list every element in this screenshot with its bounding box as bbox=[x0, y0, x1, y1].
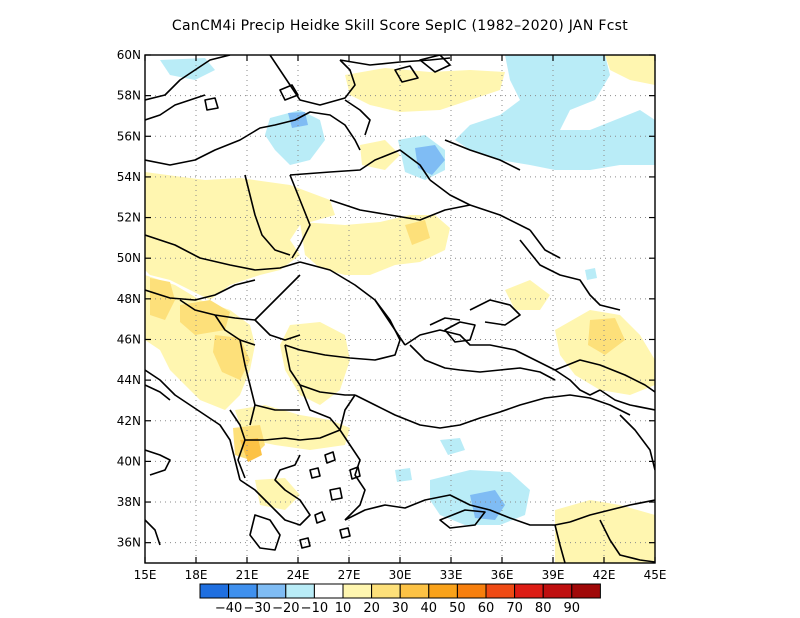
colorbar-label: 60 bbox=[478, 601, 495, 616]
y-tick-label: 42N bbox=[117, 414, 141, 428]
positive-skill-area bbox=[145, 275, 255, 410]
x-tick-label: 36E bbox=[491, 568, 514, 582]
x-tick-label: 21E bbox=[236, 568, 259, 582]
colorbar-swatch bbox=[399, 583, 430, 599]
lat-lon-grid bbox=[145, 55, 655, 563]
y-tick-label: 38N bbox=[117, 495, 141, 509]
x-tick-label: 15E bbox=[134, 568, 157, 582]
y-tick-label: 50N bbox=[117, 251, 141, 265]
y-tick-label: 44N bbox=[117, 373, 141, 387]
skill-score-shading bbox=[145, 55, 655, 563]
positive-skill-core bbox=[405, 220, 430, 245]
y-tick-label: 58N bbox=[117, 89, 141, 103]
colorbar-label: 90 bbox=[564, 601, 581, 616]
colorbar-swatch bbox=[313, 583, 344, 599]
positive-skill-area bbox=[235, 405, 350, 450]
x-tick-label: 39E bbox=[542, 568, 565, 582]
colorbar-swatch bbox=[228, 583, 258, 599]
colorbar-swatch bbox=[428, 583, 458, 599]
positive-skill-area bbox=[345, 68, 505, 112]
colorbar-label: −10 bbox=[301, 601, 328, 616]
x-tick-label: 42E bbox=[593, 568, 616, 582]
x-tick-label: 30E bbox=[389, 568, 412, 582]
x-tick-label: 33E bbox=[440, 568, 463, 582]
colorbar-swatch bbox=[514, 583, 544, 599]
colorbar-swatch bbox=[485, 583, 516, 599]
y-tick-label: 48N bbox=[117, 292, 141, 306]
negative-skill-area bbox=[440, 438, 465, 455]
colorbar-label: 40 bbox=[421, 601, 438, 616]
colorbar-label: −30 bbox=[243, 601, 270, 616]
y-tick-label: 56N bbox=[117, 129, 141, 143]
colorbar-swatch bbox=[571, 583, 601, 599]
colorbar-label: 70 bbox=[506, 601, 523, 616]
y-tick-label: 40N bbox=[117, 454, 141, 468]
x-tick-label: 27E bbox=[338, 568, 361, 582]
positive-skill-area bbox=[145, 172, 335, 300]
x-tick-label: 24E bbox=[287, 568, 310, 582]
y-tick-label: 52N bbox=[117, 211, 141, 225]
map-axes: 15E 18E 21E 24E 27E 30E 33E 36E 39E 42E 45E 60N 58N 5… bbox=[117, 48, 667, 582]
colorbar-swatch bbox=[542, 583, 573, 599]
y-tick-label: 36N bbox=[117, 536, 141, 550]
negative-skill-area bbox=[585, 268, 597, 280]
colorbar-swatch bbox=[371, 583, 401, 599]
colorbar-swatch bbox=[256, 583, 287, 599]
negative-skill-area bbox=[455, 55, 655, 170]
positive-skill-area bbox=[505, 280, 550, 310]
x-tick-label: 18E bbox=[185, 568, 208, 582]
colorbar-label: 10 bbox=[335, 601, 352, 616]
positive-skill-area bbox=[605, 55, 655, 85]
y-tick-label: 60N bbox=[117, 48, 141, 62]
x-tick-label: 45E bbox=[644, 568, 667, 582]
positive-skill-area bbox=[280, 322, 350, 405]
colorbar-label: −20 bbox=[272, 601, 299, 616]
strong-skill-spot bbox=[240, 438, 262, 462]
negative-skill-area bbox=[395, 468, 412, 482]
coastlines-and-borders bbox=[145, 55, 655, 563]
colorbar-swatch bbox=[285, 583, 315, 599]
colorbar-label: 20 bbox=[363, 601, 380, 616]
colorbar-swatch bbox=[342, 583, 373, 599]
y-tick-label: 46N bbox=[117, 332, 141, 346]
colorbar-label: −40 bbox=[215, 601, 242, 616]
colorbar: −40 −30 −20 −10 10 20 30 40 50 60 70 80 90 bbox=[199, 583, 601, 616]
colorbar-swatch bbox=[456, 583, 487, 599]
colorbar-label: 50 bbox=[449, 601, 466, 616]
positive-skill-core bbox=[150, 278, 175, 320]
colorbar-label: 80 bbox=[535, 601, 552, 616]
positive-skill-core bbox=[588, 318, 625, 355]
colorbar-label: 30 bbox=[392, 601, 409, 616]
y-tick-label: 54N bbox=[117, 170, 141, 184]
positive-skill-area bbox=[300, 215, 450, 275]
colorbar-swatch bbox=[199, 583, 230, 599]
map-title: CanCM4i Precip Heidke Skill Score SepIC … bbox=[171, 18, 629, 34]
negative-skill-area bbox=[160, 58, 215, 80]
